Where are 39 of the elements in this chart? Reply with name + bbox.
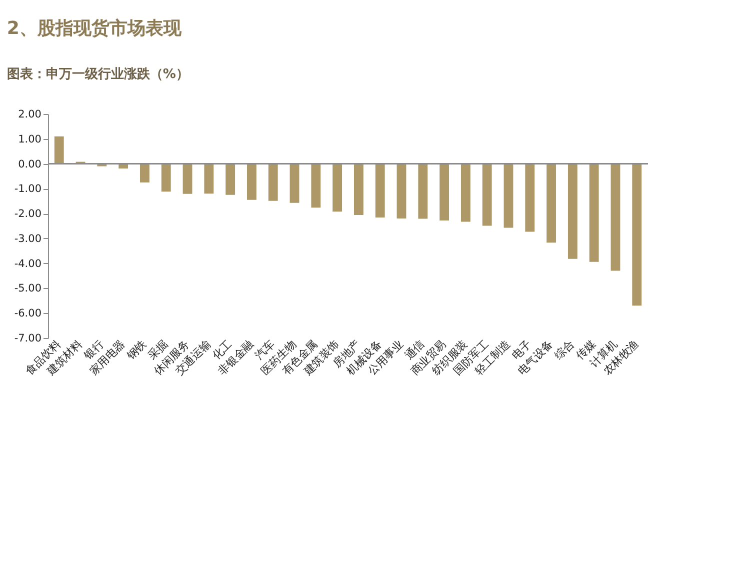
x-tick-label: 钢铁: [124, 338, 149, 364]
y-tick-label: -5.00: [14, 282, 42, 295]
bar: [332, 164, 342, 212]
bar: [354, 164, 364, 216]
y-tick-label: 1.00: [18, 133, 42, 146]
bar: [504, 164, 514, 228]
bar: [546, 164, 556, 243]
bar: [632, 164, 642, 306]
bar: [226, 164, 236, 195]
chart-subtitle: 图表：申万一级行业涨跌（%）: [6, 67, 189, 82]
y-tick-label: -3.00: [14, 232, 42, 245]
bar: [140, 164, 150, 182]
y-tick-label: 2.00: [18, 108, 42, 120]
bar: [418, 164, 428, 219]
y-tick-label: -4.00: [14, 258, 42, 270]
bar: [440, 164, 449, 221]
bar: [568, 164, 578, 259]
bar: [525, 164, 535, 232]
bar: [482, 164, 492, 226]
bar: [460, 164, 470, 222]
bar: [204, 164, 214, 194]
y-tick-label: -1.00: [14, 183, 42, 196]
bar: [375, 164, 385, 218]
bar: [247, 164, 256, 200]
bar: [311, 164, 321, 208]
bar: [161, 164, 171, 192]
y-tick-label: 0.00: [18, 158, 42, 170]
x-tick-label: 综合: [552, 338, 577, 362]
y-tick-label: -2.00: [14, 208, 42, 220]
y-tick-label: -7.00: [14, 332, 42, 344]
bar: [268, 164, 278, 201]
bar: [290, 164, 300, 203]
bar: [610, 164, 620, 271]
bar: [182, 164, 192, 194]
bar: [54, 136, 64, 164]
chart-title: 2、股指现货市场表现: [6, 18, 182, 39]
y-tick-label: -6.00: [14, 308, 42, 320]
bar: [589, 164, 599, 262]
bar: [396, 164, 406, 219]
